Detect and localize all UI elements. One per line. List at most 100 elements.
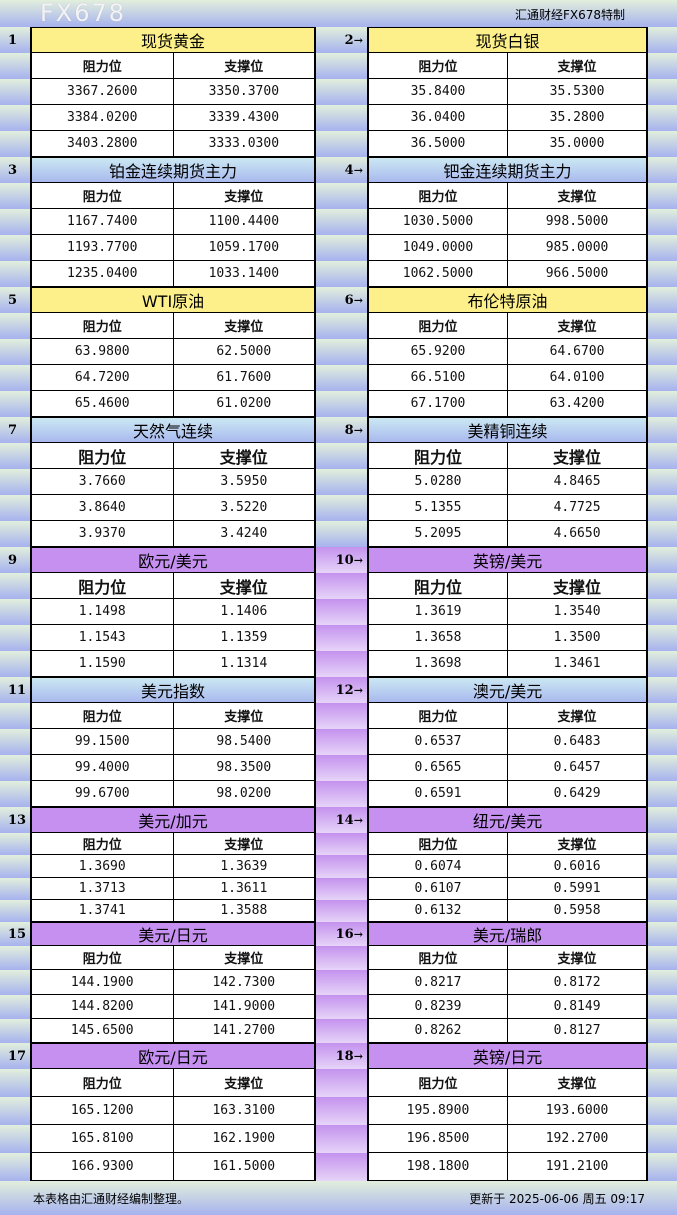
instrument-title: 铂金连续期货主力 — [31, 158, 315, 182]
resistance-header: 阻力位 — [31, 53, 173, 78]
table-right: 67.1700 63.4200 — [366, 391, 649, 417]
table-right: 36.0400 35.2800 — [366, 105, 649, 131]
table-left: 美元/加元 — [29, 807, 317, 833]
gutter-right — [648, 781, 677, 807]
table-left: 欧元/日元 — [29, 1043, 317, 1069]
support-header: 支撑位 — [507, 946, 647, 969]
table-right: 钯金连续期货主力 — [366, 157, 649, 183]
table-right: 36.5000 35.0000 — [366, 131, 649, 157]
section-number: 13 — [8, 812, 27, 828]
gutter-middle: 6 → — [316, 287, 367, 313]
arrow-right-icon: → — [353, 927, 363, 941]
support-value: 3350.3700 — [172, 79, 315, 104]
gutter-left — [0, 995, 30, 1019]
resistance-value: 1.1498 — [31, 599, 173, 624]
table-row: 1.1543 1.1359 1.3658 1.3500 — [0, 625, 677, 651]
resistance-value: 144.8200 — [31, 995, 173, 1018]
table-right: 1.3698 1.3461 — [366, 651, 649, 677]
support-value: 64.6700 — [507, 339, 647, 364]
resistance-value: 0.6565 — [368, 755, 508, 780]
gutter-right — [648, 261, 677, 287]
resistance-value: 1.3690 — [31, 855, 173, 877]
resistance-value: 0.8217 — [368, 970, 508, 994]
gutter-left — [0, 261, 30, 287]
gutter-right — [648, 521, 677, 547]
table-left: 165.1200 163.3100 — [29, 1097, 317, 1125]
resistance-value: 65.9200 — [368, 339, 508, 364]
arrow-right-icon: → — [353, 423, 363, 437]
resistance-header: 阻力位 — [368, 313, 508, 338]
section-number: 10 — [335, 552, 354, 568]
resistance-value: 1.3741 — [31, 900, 173, 921]
table-left: 1167.7400 1100.4400 — [29, 209, 317, 235]
gutter-middle — [316, 651, 367, 677]
gutter-right — [648, 105, 677, 131]
table-left: 1193.7700 1059.1700 — [29, 235, 317, 261]
arrow-right-icon: → — [353, 813, 363, 827]
support-value: 142.7300 — [172, 970, 315, 994]
gutter-left — [0, 970, 30, 995]
gutter-middle — [316, 53, 367, 79]
watermark: FX678 — [40, 0, 127, 27]
table-left: 99.6700 98.0200 — [29, 781, 317, 807]
table-right: 1062.5000 966.5000 — [366, 261, 649, 287]
instrument-title: 澳元/美元 — [368, 678, 647, 702]
gutter-left — [0, 339, 30, 365]
support-value: 3.5220 — [172, 495, 315, 520]
section-title-row: 1 现货黄金 2 → 现货白银 — [0, 27, 677, 53]
table-right: 0.8239 0.8149 — [366, 995, 649, 1019]
gutter-left — [0, 365, 30, 391]
section-title-row: 7 天然气连续 8 → 美精铜连续 — [0, 417, 677, 443]
support-value: 62.5000 — [172, 339, 315, 364]
support-value: 1.1314 — [172, 651, 315, 676]
resistance-header: 阻力位 — [368, 833, 508, 854]
resistance-value: 0.8262 — [368, 1019, 508, 1042]
resistance-value: 0.6132 — [368, 900, 508, 921]
table-right: 1030.5000 998.5000 — [366, 209, 649, 235]
resistance-value: 198.1800 — [368, 1153, 508, 1180]
gutter-left: 17 — [0, 1043, 30, 1069]
gutter-left: 11 — [0, 677, 30, 703]
support-value: 191.2100 — [507, 1153, 647, 1180]
support-value: 3.4240 — [172, 521, 315, 546]
gutter-right — [648, 970, 677, 995]
gutter-right — [648, 157, 677, 183]
table-row: 1235.0400 1033.1400 1062.5000 966.5000 — [0, 261, 677, 287]
gutter-middle — [316, 365, 367, 391]
table-row: 1167.7400 1100.4400 1030.5000 998.5000 — [0, 209, 677, 235]
instrument-title: 欧元/日元 — [31, 1044, 315, 1068]
gutter-right — [648, 995, 677, 1019]
table-right: 0.8217 0.8172 — [366, 970, 649, 995]
gutter-right — [648, 1019, 677, 1043]
table-right: 布伦特原油 — [366, 287, 649, 313]
resistance-value: 196.8500 — [368, 1125, 508, 1152]
table-right: 1049.0000 985.0000 — [366, 235, 649, 261]
gutter-left — [0, 443, 30, 469]
section-number: 8 — [344, 422, 354, 438]
gutter-left: 13 — [0, 807, 30, 833]
resistance-value: 165.1200 — [31, 1097, 173, 1124]
instrument-title: 现货白银 — [368, 28, 647, 52]
resistance-value: 66.5100 — [368, 365, 508, 390]
section-number: 9 — [8, 552, 18, 568]
resistance-header: 阻力位 — [368, 573, 508, 598]
support-value: 141.9000 — [172, 995, 315, 1018]
support-value: 0.6457 — [507, 755, 647, 780]
resistance-value: 0.6591 — [368, 781, 508, 806]
table-row: 3.9370 3.4240 5.2095 4.6650 — [0, 521, 677, 547]
arrow-right-icon: → — [353, 163, 363, 177]
gutter-right — [648, 417, 677, 443]
table-left: 3384.0200 3339.4300 — [29, 105, 317, 131]
gutter-right — [648, 365, 677, 391]
resistance-value: 1167.7400 — [31, 209, 173, 234]
table-right: 0.6107 0.5991 — [366, 878, 649, 900]
support-header: 支撑位 — [172, 946, 315, 969]
gutter-left — [0, 1153, 30, 1181]
instrument-title: 英镑/日元 — [368, 1044, 647, 1068]
support-header: 支撑位 — [172, 1069, 315, 1096]
support-header: 支撑位 — [507, 313, 647, 338]
column-header-row: 阻力位 支撑位 阻力位 支撑位 — [0, 313, 677, 339]
support-value: 35.0000 — [507, 131, 647, 156]
gutter-middle — [316, 443, 367, 469]
table-left: 63.9800 62.5000 — [29, 339, 317, 365]
